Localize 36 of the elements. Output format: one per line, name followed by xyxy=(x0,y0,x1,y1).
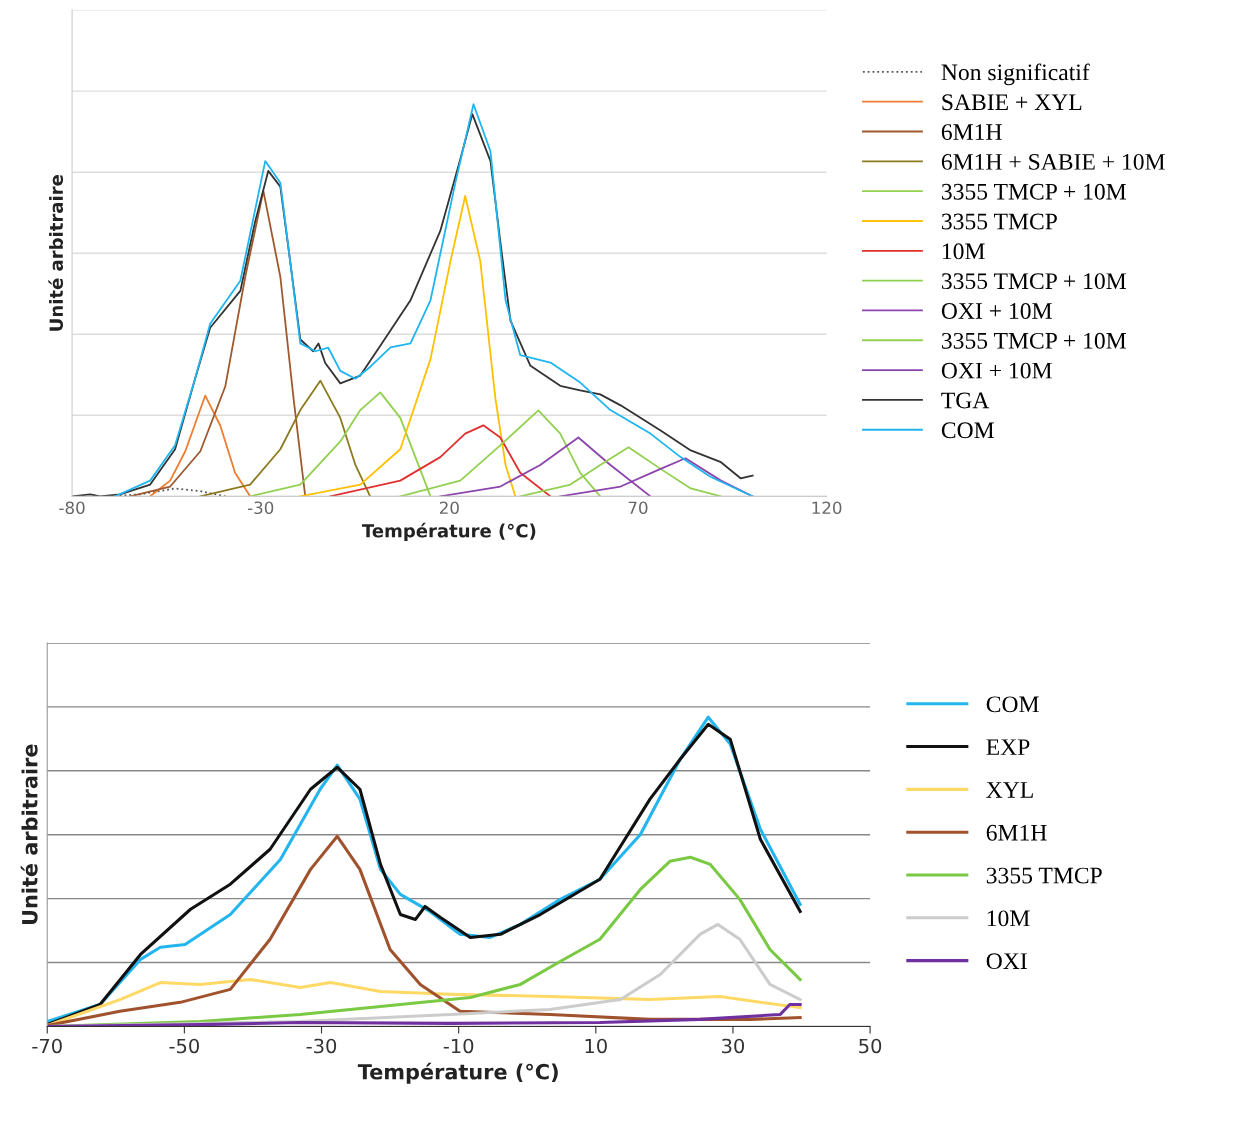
x-tick-label: -30 xyxy=(247,501,274,515)
x-tick-label: -10 xyxy=(443,1038,474,1054)
legend-label: OXI + 10M xyxy=(941,362,1052,379)
legend-label: SABIE + XYL xyxy=(942,94,1082,111)
legend-label: TGA xyxy=(941,392,990,409)
legend-label: 6M1H + SABIE + 10M xyxy=(941,153,1165,170)
legend-label: 3355 TMCP + 10M xyxy=(941,183,1127,200)
legend-label: COM xyxy=(941,422,994,439)
legend-label: 3355 TMCP + 10M xyxy=(941,273,1127,290)
x-tick-label: 20 xyxy=(439,501,459,515)
legend-label: 3355 TMCP xyxy=(986,867,1102,884)
x-axis-title: Température (°C) xyxy=(361,522,536,542)
legend-label: EXP xyxy=(986,739,1030,755)
x-tick-label: -50 xyxy=(169,1038,199,1054)
legend-label: OXI xyxy=(986,953,1027,970)
legend-label: 6M1H xyxy=(941,124,1002,141)
x-tick-label: 120 xyxy=(812,501,842,515)
y-axis-title: Unité arbitraire xyxy=(48,175,64,331)
legend-label: OXI + 10M xyxy=(941,303,1052,319)
x-tick-label: -80 xyxy=(59,501,85,515)
x-tick-label: -30 xyxy=(306,1038,337,1054)
y-axis-title: Unité arbitraire xyxy=(20,744,38,925)
legend-label: XYL xyxy=(986,782,1033,798)
legend-label: 6M1H xyxy=(986,824,1047,841)
legend-label: COM xyxy=(986,696,1039,713)
x-tick-label: 30 xyxy=(722,1038,745,1054)
legend-label: 3355 TMCP xyxy=(941,213,1057,230)
x-tick-label: -70 xyxy=(32,1038,62,1054)
x-tick-label: 10 xyxy=(585,1038,607,1054)
x-tick-label: 70 xyxy=(628,501,648,515)
legend-label: 3355 TMCP + 10M xyxy=(941,332,1127,349)
x-tick-label: 50 xyxy=(859,1038,882,1054)
legend-label: 10M xyxy=(987,910,1030,927)
legend-label: 10M xyxy=(942,243,985,260)
legend-label: Non significatif xyxy=(941,63,1090,86)
x-axis-title: Température (°C) xyxy=(357,1062,558,1084)
